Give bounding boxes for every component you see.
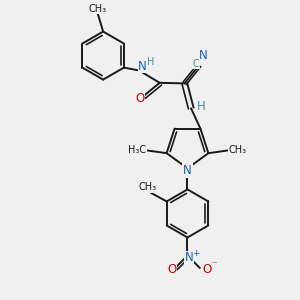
Text: O: O (202, 263, 212, 276)
Text: O: O (135, 92, 145, 105)
Text: O: O (167, 263, 176, 276)
Text: CH₃: CH₃ (229, 145, 247, 154)
Text: H₃C: H₃C (128, 145, 146, 154)
Text: C: C (193, 59, 200, 69)
Text: ⁻: ⁻ (212, 260, 217, 270)
Text: H: H (147, 57, 154, 67)
Text: CH₃: CH₃ (138, 182, 156, 192)
Text: H: H (197, 100, 206, 113)
Text: N: N (183, 164, 192, 177)
Text: N: N (138, 60, 147, 73)
Text: +: + (192, 249, 200, 258)
Text: N: N (199, 50, 208, 62)
Text: CH₃: CH₃ (89, 4, 107, 14)
Text: N: N (184, 251, 193, 265)
